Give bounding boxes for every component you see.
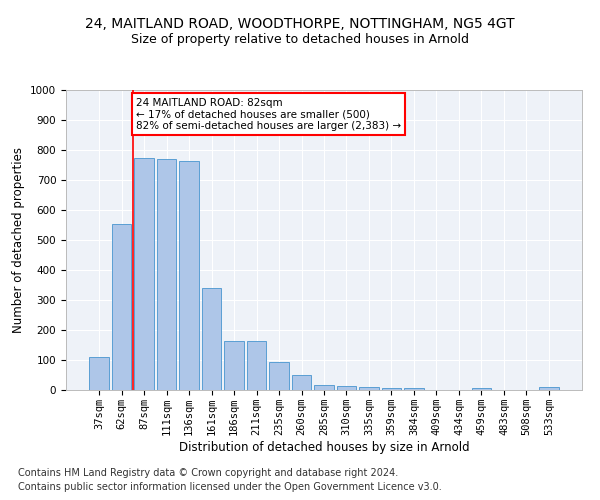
Bar: [292, 375, 311, 390]
Bar: [224, 342, 244, 390]
Bar: [539, 387, 559, 390]
Bar: [472, 388, 491, 390]
X-axis label: Distribution of detached houses by size in Arnold: Distribution of detached houses by size …: [179, 440, 469, 454]
Bar: [314, 384, 334, 390]
Bar: [337, 386, 356, 390]
Text: Size of property relative to detached houses in Arnold: Size of property relative to detached ho…: [131, 32, 469, 46]
Y-axis label: Number of detached properties: Number of detached properties: [11, 147, 25, 333]
Bar: [247, 342, 266, 390]
Text: Contains HM Land Registry data © Crown copyright and database right 2024.: Contains HM Land Registry data © Crown c…: [18, 468, 398, 477]
Bar: [269, 362, 289, 390]
Text: 24, MAITLAND ROAD, WOODTHORPE, NOTTINGHAM, NG5 4GT: 24, MAITLAND ROAD, WOODTHORPE, NOTTINGHA…: [85, 18, 515, 32]
Bar: [112, 224, 131, 390]
Bar: [382, 388, 401, 390]
Text: 24 MAITLAND ROAD: 82sqm
← 17% of detached houses are smaller (500)
82% of semi-d: 24 MAITLAND ROAD: 82sqm ← 17% of detache…: [136, 98, 401, 130]
Text: Contains public sector information licensed under the Open Government Licence v3: Contains public sector information licen…: [18, 482, 442, 492]
Bar: [157, 159, 176, 390]
Bar: [179, 160, 199, 390]
Bar: [404, 388, 424, 390]
Bar: [134, 158, 154, 390]
Bar: [89, 357, 109, 390]
Bar: [202, 288, 221, 390]
Bar: [359, 387, 379, 390]
